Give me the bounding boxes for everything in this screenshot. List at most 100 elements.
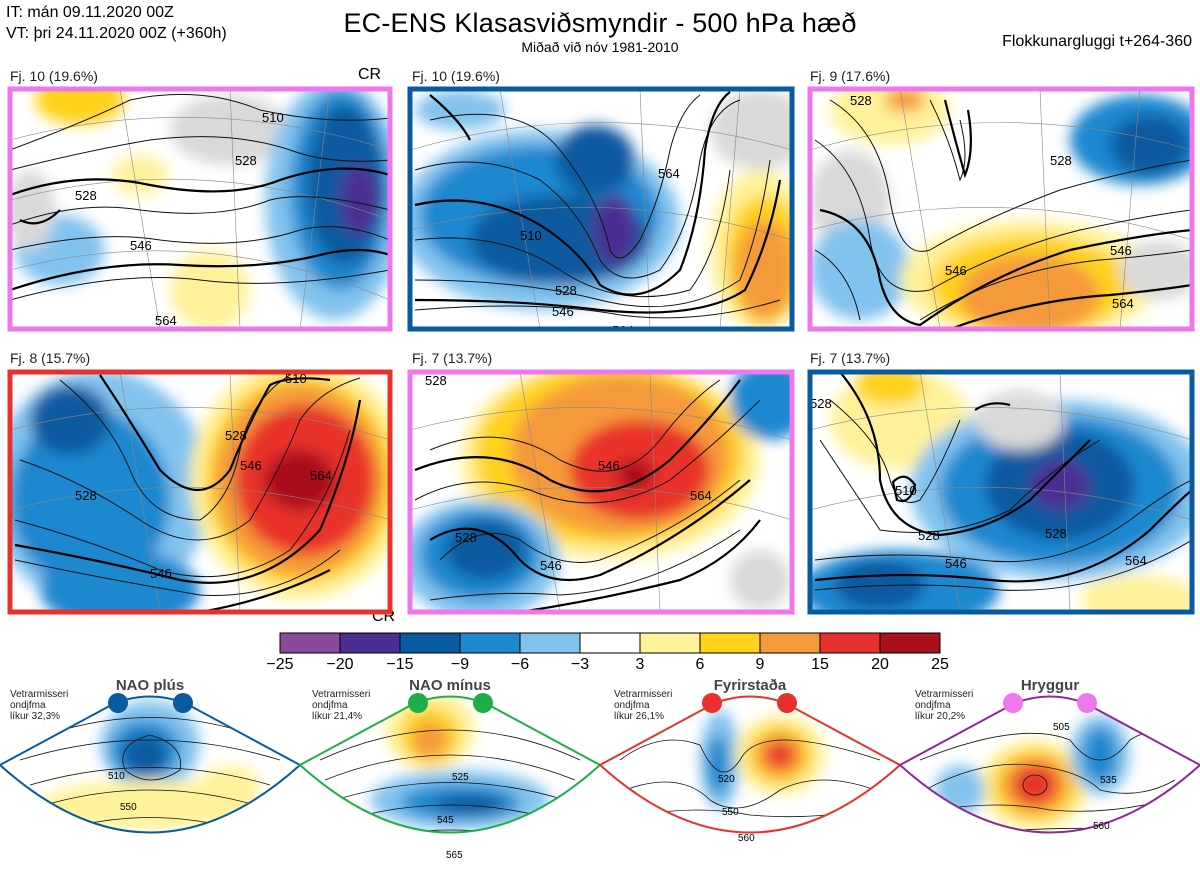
regime-2-dot-left [408,693,428,713]
regime-3-title: Fyrirstaða [713,677,787,694]
svg-text:510: 510 [108,771,125,782]
svg-text:564: 564 [1125,553,1147,568]
colorbar-swatch [879,632,941,654]
svg-text:528: 528 [455,530,477,545]
svg-text:546: 546 [945,556,967,571]
regime-3-stats: Vetrarmisseri ondjfma líkur 26,1% [614,689,673,722]
regime-4-title: Hryggur [1020,677,1080,694]
regime-2-map [300,696,600,833]
panel-4-label: Fj. 8 (15.7%) [10,350,91,366]
panel-1-border [7,86,393,332]
panel-2-map: 510 528 546 564 564 [410,89,792,338]
svg-text:545: 545 [437,815,454,826]
panel-2-border [407,86,795,332]
svg-text:520: 520 [718,774,735,785]
svg-text:550: 550 [722,807,739,818]
regime-1-title: NAO plús [115,677,185,694]
colorbar-tick-label: 15 [811,656,829,673]
svg-text:564: 564 [612,323,634,338]
colorbar-swatch [759,632,821,654]
svg-text:528: 528 [75,488,97,503]
panel-5-border [407,369,795,615]
svg-text:505: 505 [1053,722,1070,733]
svg-text:510: 510 [895,483,917,498]
colorbar-swatch [339,632,401,654]
regime-4-dot-left [1003,693,1023,713]
svg-text:528: 528 [810,396,832,411]
regime-4-stats: Vetrarmisseri ondjfma líkur 20,2% [915,689,974,722]
svg-text:565: 565 [446,850,463,861]
colorbar-tick-label: −9 [450,656,470,673]
svg-text:535: 535 [1100,775,1117,786]
svg-text:528: 528 [1050,153,1072,168]
svg-text:546: 546 [240,458,262,473]
svg-text:525: 525 [452,772,469,783]
colorbar-tick-label: 6 [695,656,705,673]
regime-1-stats: Vetrarmisseri ondjfma líkur 32,3% [10,689,69,722]
svg-text:510: 510 [262,110,284,125]
colorbar-swatch [399,632,461,654]
svg-text:528: 528 [850,93,872,108]
svg-text:560: 560 [1093,821,1110,832]
colorbar-tick-label: −20 [326,656,354,673]
colorbar-tick-label: 9 [755,656,765,673]
panel-3-border [807,86,1195,332]
panel-3-label: Fj. 9 (17.6%) [810,68,891,84]
regime-2-stats: Vetrarmisseri ondjfma líkur 21,4% [312,689,371,722]
svg-text:546: 546 [1110,243,1132,258]
panel-4-border [7,369,393,615]
panel-6-label: Fj. 7 (13.7%) [810,350,891,366]
colorbar-tick-label: 20 [871,656,889,673]
panel-1-cr-label: CR [358,66,382,83]
colorbar-tick-label: −15 [386,656,414,673]
svg-text:528: 528 [75,188,97,203]
panel-1-label: Fj. 10 (19.6%) [10,68,98,84]
panel-5-map: 528 528 546 546 564 [410,372,792,612]
regime-3-dot-left [702,693,722,713]
regime-2-frame [298,695,602,834]
colorbar-tick-label: 3 [635,656,645,673]
regime-2-dot-right [473,693,493,713]
svg-text:550: 550 [120,802,137,813]
svg-text:564: 564 [690,488,712,503]
svg-text:546: 546 [945,263,967,278]
svg-text:546: 546 [552,304,574,319]
svg-text:528: 528 [555,283,577,298]
colorbar-tick-label: −3 [570,656,590,673]
panel-6-border [807,369,1195,615]
regime-3-dot-right [777,693,797,713]
svg-text:528: 528 [225,428,247,443]
svg-text:546: 546 [598,458,620,473]
classification-window: Flokkunargluggi t+264-360 [1002,33,1192,50]
colorbar-tick-label: 25 [931,656,949,673]
initial-time: IT: mán 09.11.2020 00Z [6,4,174,21]
colorbar-swatch [819,632,881,654]
svg-text:564: 564 [1112,296,1134,311]
panel-2-label: Fj. 10 (19.6%) [412,68,500,84]
colorbar-swatch [279,632,341,654]
svg-text:528: 528 [235,153,257,168]
colorbar-swatch [699,632,761,654]
colorbar-swatch [459,632,521,654]
svg-text:546: 546 [150,566,172,581]
svg-text:528: 528 [1045,526,1067,541]
regime-1-frame [0,695,302,834]
svg-text:546: 546 [540,558,562,573]
panel-4-map: 510 528 528 546 564 546 [10,371,390,612]
regime-4-dot-right [1077,693,1097,713]
colorbar-swatch [639,632,701,654]
regime-1-dot-left [108,693,128,713]
regime-2-title: NAO mínus [409,677,491,694]
colorbar-swatch [519,632,581,654]
valid-time: VT: þri 24.11.2020 00Z (+360h) [6,25,227,42]
svg-text:510: 510 [285,371,307,386]
panel-5-label: Fj. 7 (13.7%) [412,350,493,366]
page-title: EC-ENS Klasasviðsmyndir - 500 hPa hæð [343,8,857,38]
colorbar-tick-label: −25 [266,656,294,673]
colorbar-tick-label: −6 [510,656,530,673]
regime-4-frame [898,695,1200,834]
svg-text:564: 564 [658,166,680,181]
svg-text:560: 560 [738,833,755,844]
colorbar [279,632,941,654]
